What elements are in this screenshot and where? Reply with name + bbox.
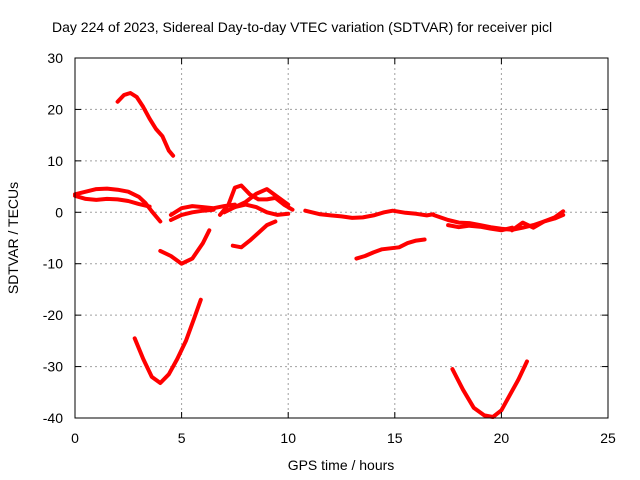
x-tick-labels: 0 5 10 15 20 25 (71, 430, 616, 446)
y-tick-label: -30 (43, 359, 63, 375)
x-tick-label: 20 (494, 430, 510, 446)
x-tick-label: 5 (178, 430, 186, 446)
series-arc-12 (303, 208, 436, 220)
series-arc-17 (450, 359, 529, 419)
x-tick-label: 15 (387, 430, 403, 446)
grid (75, 58, 608, 418)
series-arc-11 (132, 297, 203, 385)
x-tick-label: 10 (280, 430, 296, 446)
y-tick-label: 20 (47, 101, 63, 117)
y-tick-label: 0 (55, 204, 63, 220)
series-arc-8 (222, 202, 291, 217)
chart-title: Day 224 of 2023, Sidereal Day-to-day VTE… (52, 19, 552, 35)
axis-ticks (74, 57, 609, 419)
y-tick-label: 10 (47, 153, 63, 169)
y-axis-label: SDTVAR / TECUs (5, 182, 21, 294)
series-arc-10 (230, 219, 278, 250)
x-tick-label: 0 (71, 430, 79, 446)
y-tick-label: 30 (47, 50, 63, 66)
plot-frame (74, 57, 609, 419)
y-tick-label: -40 (43, 410, 63, 426)
series-arc-9 (158, 228, 212, 266)
series-arc-5 (168, 207, 216, 222)
series-arc-7 (232, 187, 291, 210)
y-tick-labels: 30 20 10 0 -10 -20 -30 -40 (43, 50, 63, 426)
series-arc-3 (73, 193, 152, 209)
series-arc-1 (115, 91, 176, 158)
y-tick-label: -20 (43, 307, 63, 323)
series-arc-16 (510, 209, 566, 233)
y-tick-label: -10 (43, 256, 63, 272)
series-arc-13 (354, 237, 427, 261)
x-tick-label: 25 (600, 430, 616, 446)
data-series (73, 91, 566, 419)
series-arc-15 (446, 223, 515, 233)
x-axis-label: GPS time / hours (288, 457, 395, 473)
series-arc-4 (168, 202, 237, 217)
